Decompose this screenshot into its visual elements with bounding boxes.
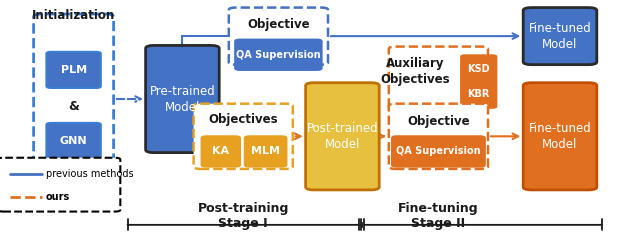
FancyBboxPatch shape xyxy=(392,136,485,167)
FancyBboxPatch shape xyxy=(193,104,293,169)
FancyBboxPatch shape xyxy=(389,104,488,169)
FancyBboxPatch shape xyxy=(244,136,287,167)
Text: QA Supervision: QA Supervision xyxy=(396,147,481,156)
Text: QA Supervision: QA Supervision xyxy=(236,50,321,60)
Text: MLM: MLM xyxy=(251,147,280,156)
Text: Objective: Objective xyxy=(407,115,470,128)
FancyBboxPatch shape xyxy=(306,83,380,190)
Text: KA: KA xyxy=(212,147,229,156)
Text: Objective: Objective xyxy=(247,18,310,31)
Text: KSD: KSD xyxy=(467,64,490,74)
Text: PLM: PLM xyxy=(61,65,86,75)
FancyBboxPatch shape xyxy=(236,40,321,70)
Text: previous methods: previous methods xyxy=(46,169,134,178)
FancyBboxPatch shape xyxy=(146,45,219,153)
Text: Fine-tuned
Model: Fine-tuned Model xyxy=(529,22,591,51)
Text: ours: ours xyxy=(46,192,70,202)
FancyBboxPatch shape xyxy=(47,52,101,88)
FancyBboxPatch shape xyxy=(461,55,497,82)
Text: GNN: GNN xyxy=(60,136,88,146)
FancyBboxPatch shape xyxy=(524,83,596,190)
Text: Pre-trained
Model: Pre-trained Model xyxy=(150,85,215,113)
Text: Fine-tuning
Stage II: Fine-tuning Stage II xyxy=(398,202,479,230)
FancyBboxPatch shape xyxy=(229,8,328,65)
FancyBboxPatch shape xyxy=(0,158,120,212)
Text: Fine-tuned
Model: Fine-tuned Model xyxy=(529,122,591,151)
Text: Auxiliary
Objectives: Auxiliary Objectives xyxy=(380,57,449,86)
FancyBboxPatch shape xyxy=(524,8,596,65)
Text: Post-trained
Model: Post-trained Model xyxy=(307,122,378,151)
FancyBboxPatch shape xyxy=(389,47,488,112)
Text: Objectives: Objectives xyxy=(209,113,278,127)
Text: &: & xyxy=(68,99,79,113)
Text: Post-training
Stage I: Post-training Stage I xyxy=(198,202,289,230)
FancyBboxPatch shape xyxy=(461,81,497,108)
Text: KBR: KBR xyxy=(468,89,490,99)
FancyBboxPatch shape xyxy=(47,123,101,159)
Text: Initialization: Initialization xyxy=(32,9,115,22)
FancyBboxPatch shape xyxy=(202,136,240,167)
FancyBboxPatch shape xyxy=(34,14,114,182)
